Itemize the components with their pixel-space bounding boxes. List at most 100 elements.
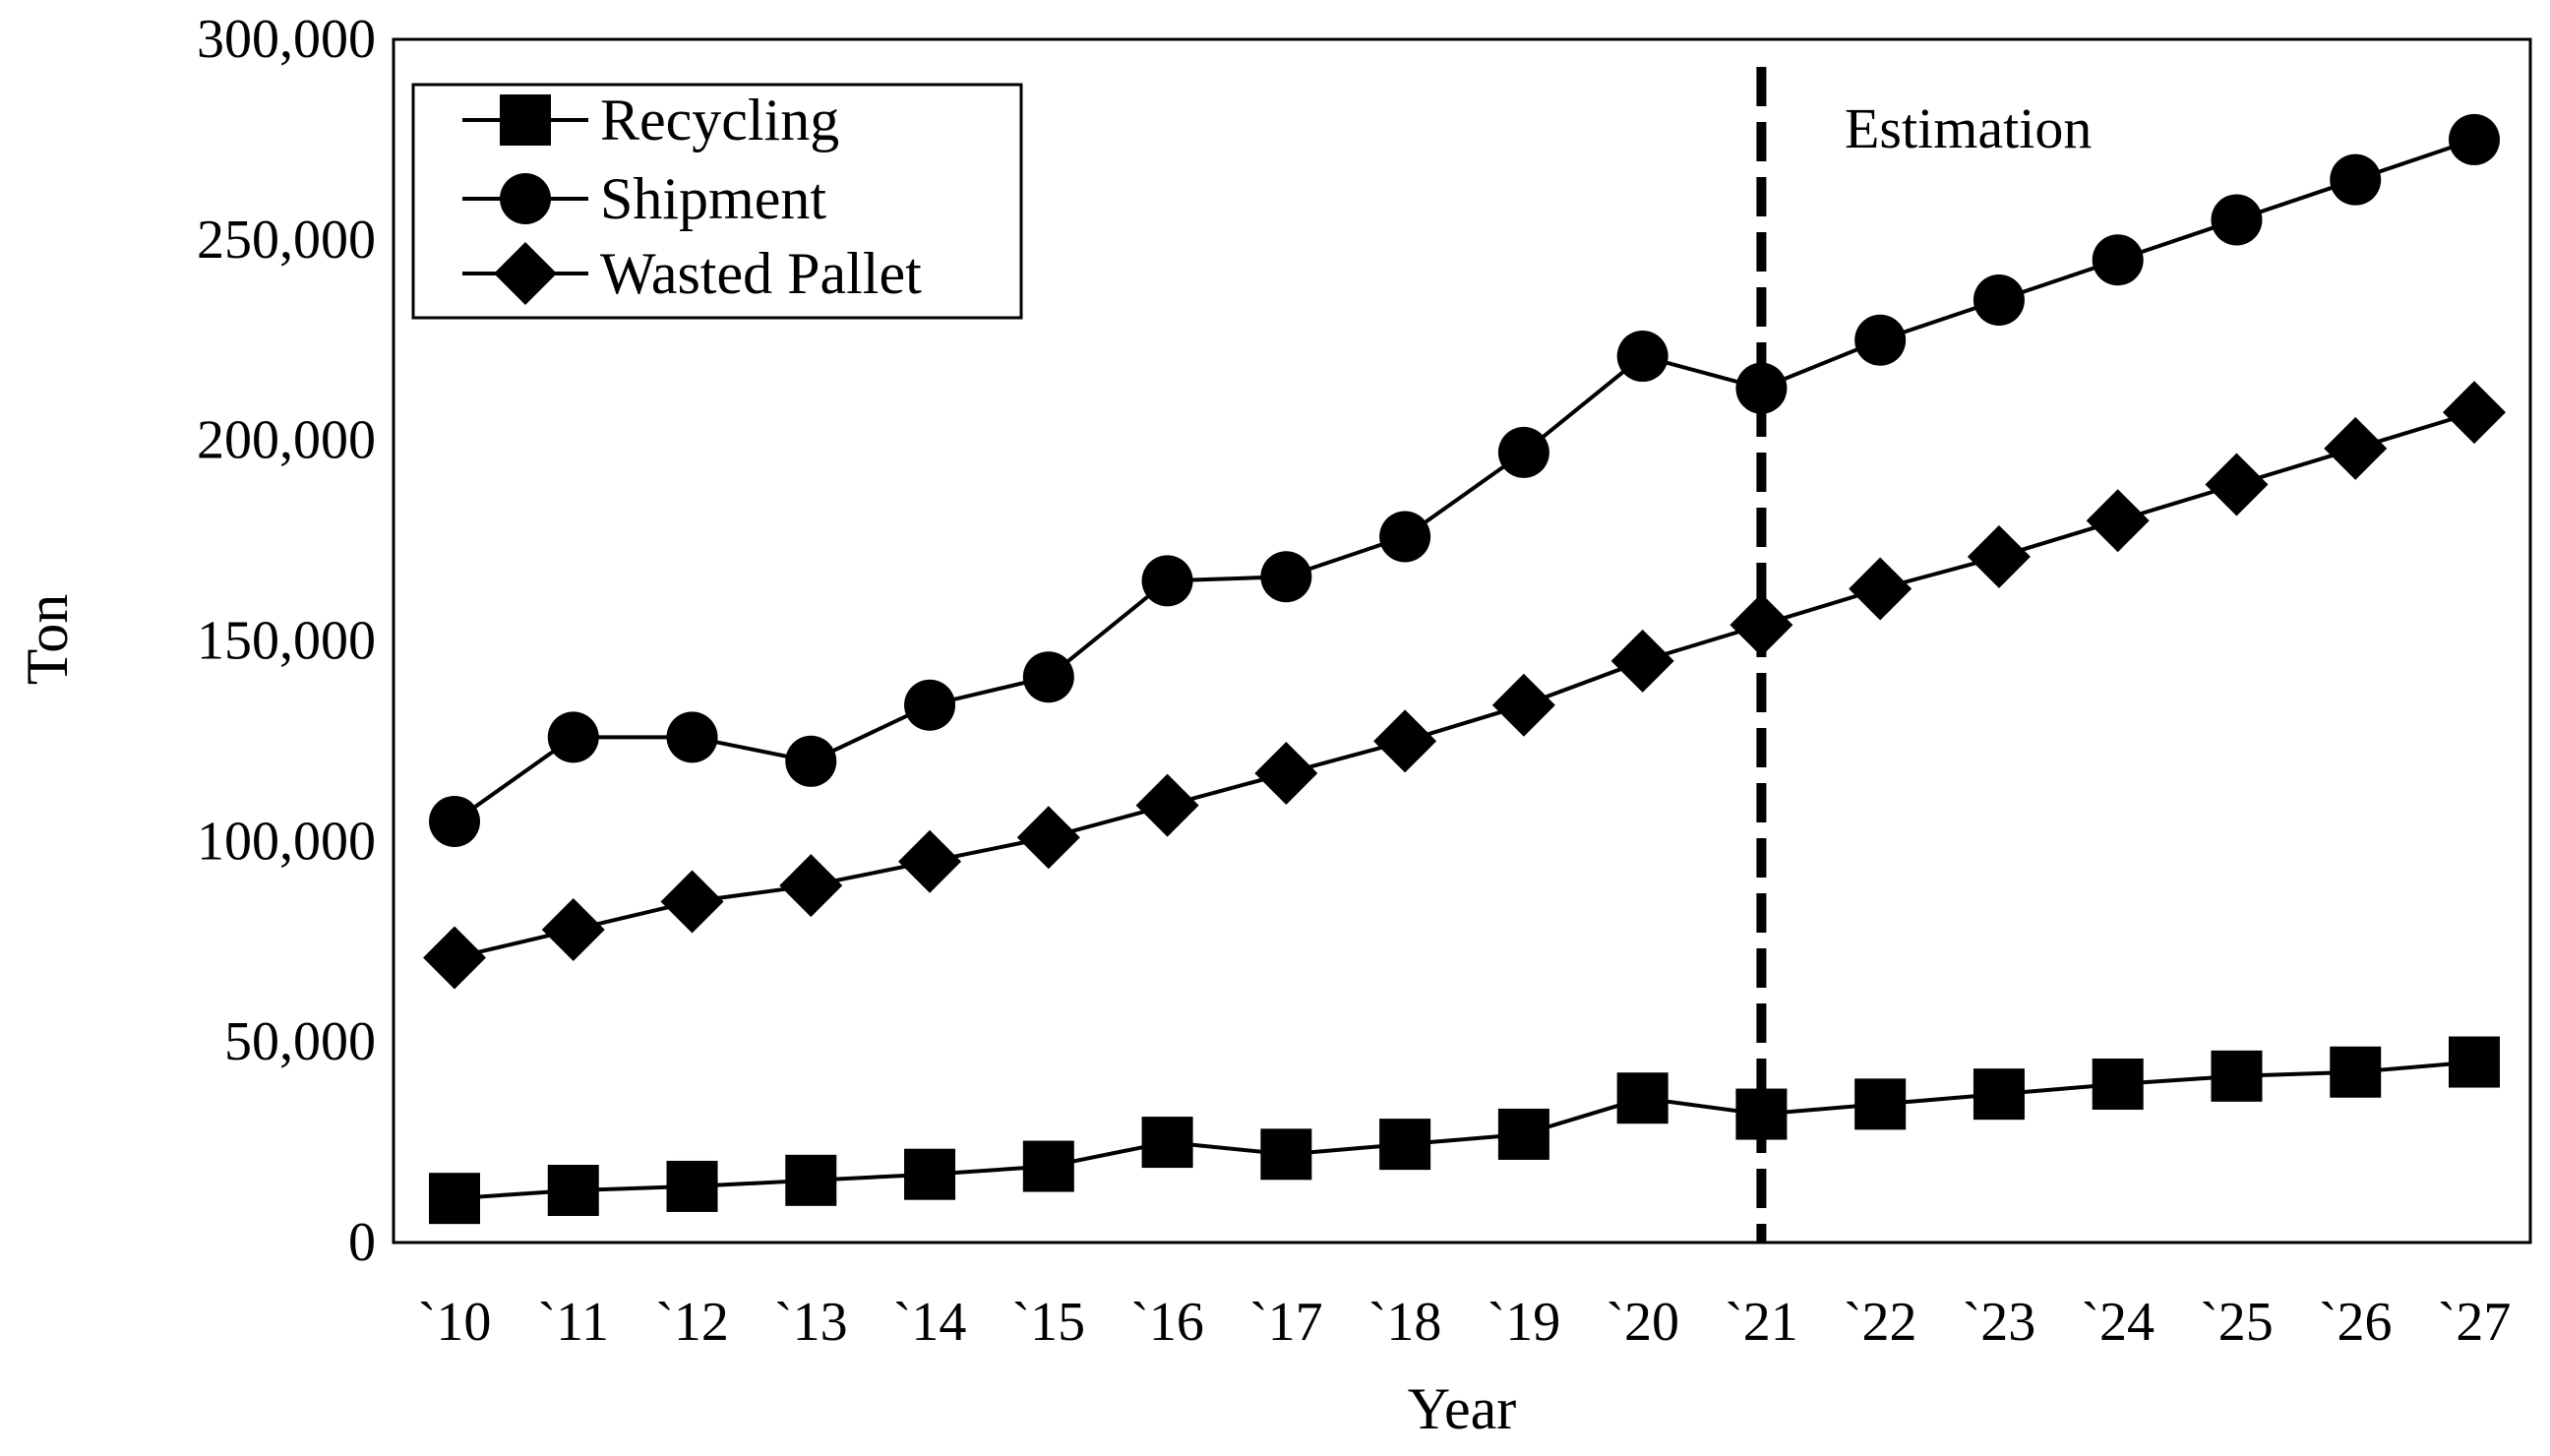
wasted-pallet-point (2086, 489, 2150, 553)
y-tick-label: 100,000 (197, 811, 376, 872)
wasted-pallet-point (1016, 806, 1080, 870)
x-tick-label: `22 (1844, 1292, 1917, 1353)
recycling-point (666, 1160, 718, 1212)
x-tick-label: `20 (1606, 1292, 1679, 1353)
shipment-point (1141, 555, 1193, 607)
shipment-point (2211, 194, 2263, 246)
x-tick-label: `16 (1130, 1292, 1204, 1353)
recycling-point (1141, 1117, 1193, 1169)
recycling-point (1616, 1072, 1669, 1124)
x-tick-label: `21 (1725, 1292, 1798, 1353)
x-tick-label: `15 (1011, 1292, 1085, 1353)
wasted-pallet-point (1967, 524, 2031, 588)
recycling-point (785, 1154, 837, 1206)
shipment-point (1735, 362, 1788, 414)
plot-frame (392, 37, 2532, 1244)
x-tick-label: `17 (1249, 1292, 1323, 1353)
recycling-point (2092, 1058, 2144, 1110)
recycling-point (547, 1165, 599, 1217)
shipment-point (429, 795, 480, 847)
recycling-point (2211, 1050, 2263, 1102)
y-tick-label: 150,000 (197, 611, 376, 672)
shipment-point (1616, 331, 1669, 383)
legend-shipment-label: Shipment (600, 166, 826, 231)
wasted-pallet-point (779, 854, 843, 918)
shipment-point (904, 679, 956, 731)
legend-items: Recycling Shipment Wasted Pallet (462, 88, 922, 306)
y-axis-title: Ton (15, 594, 80, 685)
wasted-pallet-point (1610, 629, 1674, 693)
y-tick-label: 250,000 (197, 210, 376, 271)
wasted-pallet-point (2205, 453, 2269, 516)
shipment-point (1854, 314, 1907, 366)
y-tick-label: 50,000 (224, 1011, 376, 1072)
x-tick-label: `13 (774, 1292, 848, 1353)
wasted-pallet-point (1730, 593, 1793, 657)
wasted-pallet-point (2324, 416, 2388, 480)
recycling-point (2330, 1046, 2382, 1098)
legend: Recycling Shipment Wasted Pallet (411, 83, 1023, 320)
shipment-point (547, 711, 599, 763)
x-tick-label: `12 (655, 1292, 729, 1353)
wasted-pallet-point (1373, 709, 1437, 773)
wasted-pallet-point (423, 926, 486, 990)
series-shipment (429, 113, 2500, 847)
wasted-pallet-point (660, 870, 724, 934)
shipment-point (1379, 511, 1431, 563)
series-wasted-pallet (423, 381, 2506, 990)
wasted-pallet-point (1491, 673, 1555, 737)
estimation-annotation: Estimation (1845, 96, 2092, 160)
x-tick-label: `24 (2081, 1292, 2155, 1353)
wasted-pallet-point (1254, 742, 1318, 806)
x-tick-label: `18 (1368, 1292, 1442, 1353)
x-tick-label: `14 (893, 1292, 967, 1353)
x-axis-title: Year (1408, 1376, 1517, 1441)
y-tick-label: 300,000 (197, 9, 376, 70)
y-tick-label: 0 (348, 1212, 376, 1273)
shipment-point (785, 735, 837, 787)
x-tick-label: `23 (1963, 1292, 2036, 1353)
x-tick-label: `10 (418, 1292, 492, 1353)
shipment-point (2092, 234, 2144, 286)
shipment-point (1022, 651, 1074, 703)
shipment-point (1973, 273, 2025, 326)
recycling-point (1854, 1078, 1907, 1130)
x-tick-label: `19 (1488, 1292, 1561, 1353)
recycling-point (1735, 1088, 1788, 1140)
x-tick-label: `27 (2438, 1292, 2512, 1353)
legend-wasted-pallet-marker (494, 242, 557, 305)
recycling-line (454, 1060, 2475, 1201)
recycling-point (1497, 1108, 1549, 1160)
shipment-point (1497, 426, 1549, 478)
x-tick-label: `26 (2319, 1292, 2393, 1353)
wasted-pallet-point (1849, 557, 1912, 621)
x-tick-label: `11 (537, 1292, 609, 1353)
y-tick-label: 200,000 (197, 410, 376, 471)
recycling-point (904, 1148, 956, 1200)
recycling-point (1973, 1068, 2025, 1121)
recycling-point (2449, 1036, 2500, 1088)
wasted-pallet-point (1135, 773, 1199, 837)
shipment-point (666, 711, 718, 763)
legend-wasted-pallet-label: Wasted Pallet (600, 241, 922, 306)
legend-shipment-marker (500, 173, 551, 224)
x-tick-label: `25 (2200, 1292, 2274, 1353)
shipment-point (1260, 551, 1312, 603)
recycling-point (1260, 1128, 1312, 1181)
shipment-point (2449, 113, 2500, 165)
recycling-point (1379, 1119, 1431, 1171)
wasted-pallet-point (898, 829, 962, 893)
x-axis-ticks: `10 `11 `12 `13 `14 `15 `16 `17 `18 `19 `20 `21 `22 `… (418, 1292, 2512, 1353)
shipment-point (2330, 153, 2382, 206)
recycling-point (429, 1173, 480, 1225)
recycling-point (1022, 1140, 1074, 1192)
series-layer (423, 113, 2506, 1225)
y-axis-ticks: 0 50,000 100,000 150,000 200,000 250,000 300,0… (197, 9, 376, 1273)
legend-recycling-label: Recycling (600, 88, 839, 152)
legend-recycling-marker (500, 94, 551, 146)
wasted-pallet-point (541, 898, 605, 962)
wasted-pallet-point (2443, 381, 2506, 445)
series-recycling (429, 1036, 2500, 1225)
